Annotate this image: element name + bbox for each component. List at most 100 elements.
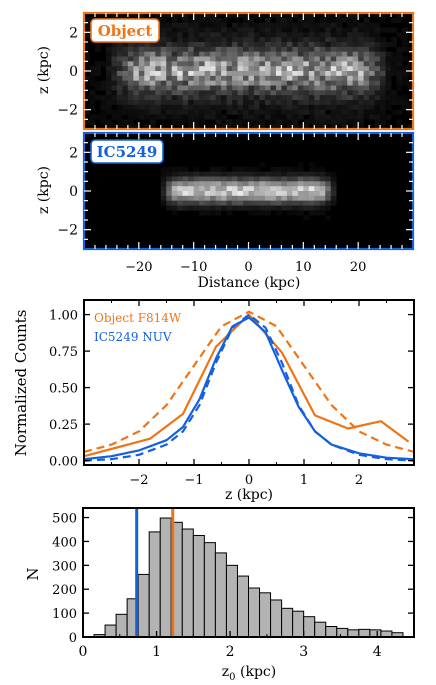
image-pixel [177,171,183,177]
image-pixel [127,114,134,120]
image-pixel [308,186,315,192]
ic5249-label: IC5249 [97,143,158,161]
image-pixel [275,195,282,201]
image-pixel [297,61,304,67]
image-pixel [396,71,403,77]
image-pixel [380,119,386,125]
image-pixel [363,22,370,28]
image-pixel [243,17,249,23]
image-pixel [308,210,315,216]
image-pixel [369,75,375,81]
image-pixel [111,80,118,86]
image-pixel [84,51,90,57]
image-pixel [308,46,315,52]
image-pixel [243,42,249,48]
image-pixel [259,42,266,48]
image-pixel [259,210,266,216]
image-pixel [308,80,315,86]
image-pixel [210,200,216,206]
image-pixel [259,90,266,96]
image-pixel [292,90,299,96]
image-pixel [264,51,271,57]
image-pixel [319,181,326,187]
image-pixel [286,75,293,81]
image-pixel [352,13,359,19]
image-pixel [259,195,266,201]
histogram-x-axis-label-sub: 0 [229,672,235,683]
image-pixel [391,17,397,23]
image-pixel [325,80,332,86]
image-pixel [193,75,200,81]
image-pixel [155,90,162,96]
image-pixel [248,71,255,77]
object-image-panel: −202 Object z (kpc) [36,11,415,131]
image-pixel [259,85,266,91]
image-pixel [193,85,200,91]
image-pixel [248,200,255,206]
image-pixel [100,104,107,110]
image-pixel [352,75,359,81]
image-pixel [385,71,392,77]
image-pixel [319,17,326,23]
image-pixel [319,75,326,81]
histogram-bar [347,629,360,638]
image-pixel [308,90,315,96]
image-pixel [100,109,107,115]
image-pixel [116,75,123,81]
image-pixel [314,37,321,43]
image-pixel [363,46,370,52]
image-pixel [160,109,167,115]
image-pixel [308,114,315,120]
image-pixel [248,85,255,91]
image-pixel [402,104,408,110]
y-tick-label: 200 [52,583,77,598]
image-pixel [177,27,183,33]
image-pixel [166,32,173,38]
image-pixel [369,90,375,96]
image-pixel [325,17,332,23]
image-pixel [210,17,216,23]
image-pixel [171,114,178,120]
image-pixel [380,37,386,43]
image-pixel [319,171,326,177]
image-pixel [402,95,408,101]
image-pixel [155,100,162,106]
image-pixel [341,51,348,57]
image-pixel [352,51,359,57]
image-pixel [402,32,408,38]
image-pixel [160,22,167,28]
image-pixel [116,51,123,57]
image-pixel [396,119,403,125]
image-pixel [193,51,200,57]
image-pixel [325,104,332,110]
image-pixel [358,119,364,125]
image-pixel [243,71,249,77]
image-pixel [182,200,189,206]
image-pixel [133,61,140,67]
image-pixel [166,205,173,211]
image-pixel [210,46,216,52]
image-pixel [204,200,211,206]
image-pixel [270,191,277,197]
image-pixel [270,195,277,201]
image-pixel [297,51,304,57]
image-pixel [303,191,310,197]
image-pixel [341,56,348,62]
image-pixel [215,181,222,187]
image-pixel [380,17,386,23]
image-pixel [160,17,167,23]
image-pixel [166,114,173,120]
image-pixel [232,176,238,182]
image-pixel [204,85,211,91]
image-pixel [199,210,205,216]
image-pixel [286,71,293,77]
image-pixel [275,37,282,43]
image-pixel [199,80,205,86]
image-pixel [127,104,134,110]
image-pixel [127,46,134,52]
image-pixel [358,100,364,106]
image-pixel [363,27,370,33]
image-pixel [182,61,189,67]
image-pixel [264,186,271,192]
image-pixel [347,80,353,86]
